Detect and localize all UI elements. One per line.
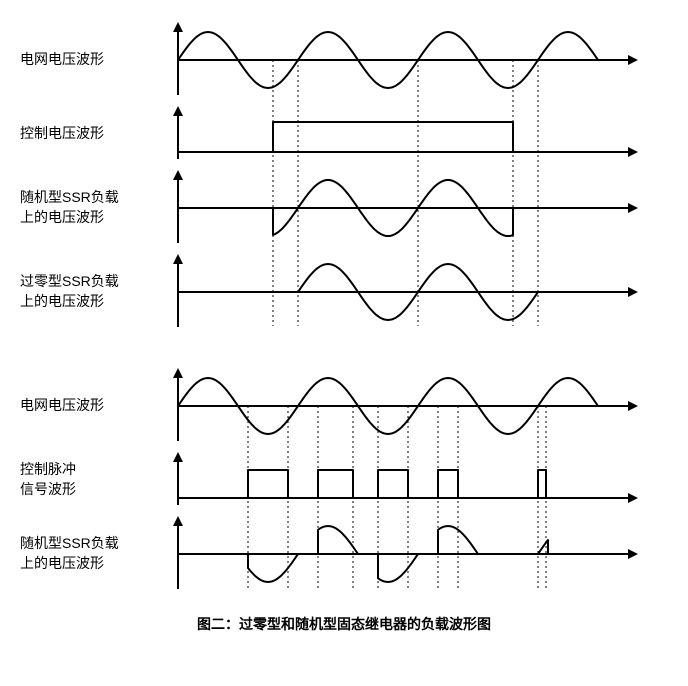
waveform-plot bbox=[160, 450, 640, 510]
row-label: 控制电压波形 bbox=[20, 124, 160, 144]
waveform-row: 过零型SSR负载上的电压波形 bbox=[20, 252, 668, 332]
row-label: 过零型SSR负载上的电压波形 bbox=[20, 272, 160, 311]
row-label: 随机型SSR负载上的电压波形 bbox=[20, 534, 160, 573]
row-label: 电网电压波形 bbox=[20, 396, 160, 416]
waveform-plot bbox=[160, 514, 640, 594]
waveform-plot bbox=[160, 20, 640, 100]
waveform-group: 电网电压波形控制脉冲信号波形随机型SSR负载上的电压波形 bbox=[20, 366, 668, 594]
row-label: 随机型SSR负载上的电压波形 bbox=[20, 188, 160, 227]
row-label: 控制脉冲信号波形 bbox=[20, 460, 160, 499]
waveform-group: 电网电压波形控制电压波形随机型SSR负载上的电压波形过零型SSR负载上的电压波形 bbox=[20, 20, 668, 332]
row-label: 电网电压波形 bbox=[20, 50, 160, 70]
waveform-row: 电网电压波形 bbox=[20, 366, 668, 446]
waveform-row: 控制电压波形 bbox=[20, 104, 668, 164]
waveform-row: 控制脉冲信号波形 bbox=[20, 450, 668, 510]
waveform-plot bbox=[160, 366, 640, 446]
waveform-plot bbox=[160, 104, 640, 164]
waveform-plot bbox=[160, 168, 640, 248]
waveform-row: 随机型SSR负载上的电压波形 bbox=[20, 168, 668, 248]
waveform-plot bbox=[160, 252, 640, 332]
waveform-row: 随机型SSR负载上的电压波形 bbox=[20, 514, 668, 594]
figure-caption: 图二：过零型和随机型固态继电器的负载波形图 bbox=[20, 614, 668, 634]
waveform-row: 电网电压波形 bbox=[20, 20, 668, 100]
